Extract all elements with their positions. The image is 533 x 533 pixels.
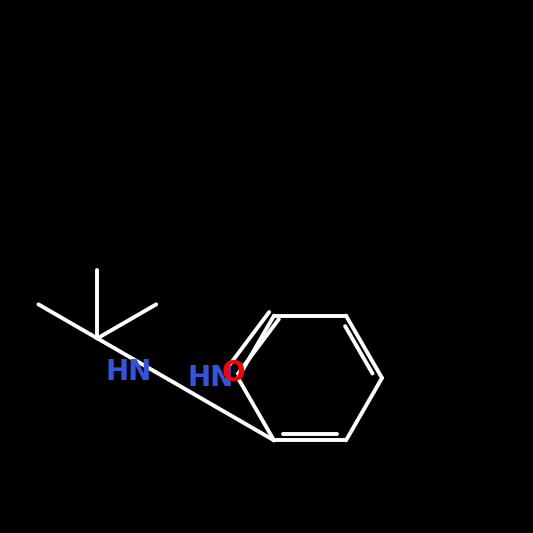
Text: HN: HN bbox=[188, 364, 234, 392]
Text: HN: HN bbox=[106, 358, 152, 386]
Text: O: O bbox=[221, 359, 245, 387]
